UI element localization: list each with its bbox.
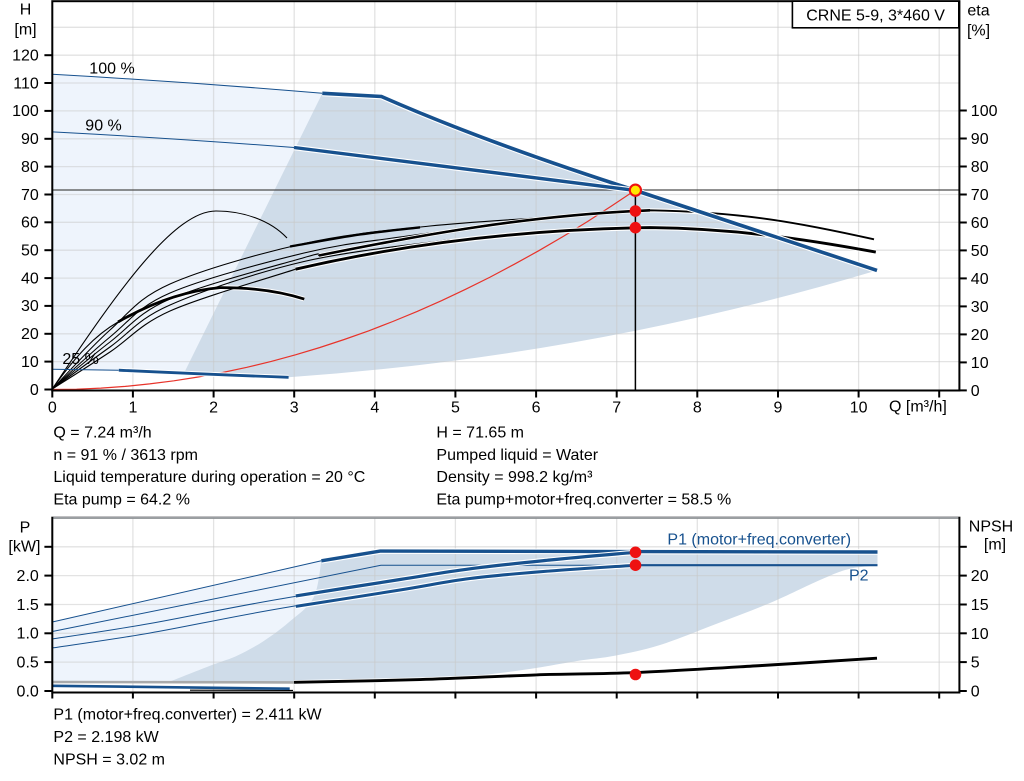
svg-text:100: 100 bbox=[971, 103, 998, 120]
svg-text:5: 5 bbox=[451, 399, 460, 416]
svg-text:20: 20 bbox=[971, 568, 989, 585]
svg-text:1.5: 1.5 bbox=[17, 597, 39, 614]
svg-text:7: 7 bbox=[612, 399, 621, 416]
svg-text:100 %: 100 % bbox=[89, 60, 134, 77]
svg-text:8: 8 bbox=[693, 399, 702, 416]
svg-text:30: 30 bbox=[21, 298, 39, 315]
svg-text:H: H bbox=[20, 2, 32, 19]
svg-text:80: 80 bbox=[21, 159, 39, 176]
svg-text:Q = 7.24 m³/h: Q = 7.24 m³/h bbox=[53, 425, 151, 442]
svg-text:[kW]: [kW] bbox=[8, 539, 40, 556]
svg-text:10: 10 bbox=[971, 355, 989, 372]
svg-text:10: 10 bbox=[21, 354, 39, 371]
svg-text:0: 0 bbox=[30, 382, 39, 399]
svg-text:1.0: 1.0 bbox=[17, 626, 39, 643]
svg-text:50: 50 bbox=[971, 243, 989, 260]
svg-text:0.0: 0.0 bbox=[17, 683, 39, 700]
svg-text:10: 10 bbox=[850, 399, 868, 416]
svg-text:6: 6 bbox=[532, 399, 541, 416]
svg-text:70: 70 bbox=[971, 187, 989, 204]
svg-text:1: 1 bbox=[128, 399, 137, 416]
svg-text:60: 60 bbox=[971, 215, 989, 232]
svg-text:15: 15 bbox=[971, 597, 989, 614]
svg-text:30: 30 bbox=[971, 299, 989, 316]
svg-text:P2: P2 bbox=[849, 568, 869, 585]
svg-text:[%]: [%] bbox=[967, 23, 990, 40]
svg-text:110: 110 bbox=[13, 75, 39, 92]
svg-text:P2 = 2.198 kW: P2 = 2.198 kW bbox=[53, 729, 159, 746]
svg-text:CRNE 5-9, 3*460 V: CRNE 5-9, 3*460 V bbox=[806, 8, 945, 25]
svg-text:3: 3 bbox=[290, 399, 299, 416]
svg-text:Density = 998.2 kg/m³: Density = 998.2 kg/m³ bbox=[436, 469, 593, 486]
svg-text:P1 (motor+freq.converter): P1 (motor+freq.converter) bbox=[667, 532, 851, 549]
svg-text:0: 0 bbox=[971, 684, 980, 701]
svg-text:[m]: [m] bbox=[984, 537, 1006, 554]
svg-text:0.5: 0.5 bbox=[17, 654, 39, 671]
svg-text:20: 20 bbox=[971, 327, 989, 344]
svg-text:9: 9 bbox=[774, 399, 783, 416]
svg-text:P: P bbox=[20, 520, 31, 537]
svg-text:H = 71.65 m: H = 71.65 m bbox=[436, 425, 524, 442]
svg-text:P1 (motor+freq.converter) = 2.: P1 (motor+freq.converter) = 2.411 kW bbox=[53, 707, 322, 724]
svg-text:NPSH: NPSH bbox=[969, 519, 1013, 536]
svg-text:5: 5 bbox=[971, 655, 980, 672]
svg-text:4: 4 bbox=[370, 399, 379, 416]
svg-text:0: 0 bbox=[48, 399, 57, 416]
svg-text:Eta pump = 64.2 %: Eta pump = 64.2 % bbox=[53, 491, 190, 508]
svg-text:Liquid temperature during oper: Liquid temperature during operation = 20… bbox=[53, 469, 365, 486]
svg-text:25 %: 25 % bbox=[62, 351, 98, 368]
svg-text:90: 90 bbox=[971, 131, 989, 148]
svg-text:eta: eta bbox=[967, 3, 989, 20]
svg-text:40: 40 bbox=[21, 270, 39, 287]
svg-text:NPSH = 3.02 m: NPSH = 3.02 m bbox=[53, 752, 165, 769]
svg-text:Eta pump+motor+freq.converter: Eta pump+motor+freq.converter = 58.5 % bbox=[436, 491, 731, 508]
svg-text:Q [m³/h]: Q [m³/h] bbox=[889, 399, 947, 416]
svg-text:90 %: 90 % bbox=[85, 117, 121, 134]
svg-text:80: 80 bbox=[971, 159, 989, 176]
svg-text:100: 100 bbox=[12, 103, 39, 120]
svg-text:[m]: [m] bbox=[14, 22, 36, 39]
svg-text:0: 0 bbox=[971, 383, 980, 400]
svg-text:2.0: 2.0 bbox=[17, 568, 39, 585]
svg-text:n = 91 % / 3613 rpm: n = 91 % / 3613 rpm bbox=[53, 447, 198, 464]
svg-text:Pumped liquid = Water: Pumped liquid = Water bbox=[436, 447, 598, 464]
svg-text:90: 90 bbox=[21, 131, 39, 148]
svg-text:10: 10 bbox=[971, 626, 989, 643]
svg-text:20: 20 bbox=[21, 326, 39, 343]
svg-text:2: 2 bbox=[209, 399, 218, 416]
svg-text:60: 60 bbox=[21, 215, 39, 232]
svg-text:40: 40 bbox=[971, 271, 989, 288]
svg-text:50: 50 bbox=[21, 243, 39, 260]
svg-text:120: 120 bbox=[12, 47, 39, 64]
svg-text:70: 70 bbox=[21, 187, 39, 204]
